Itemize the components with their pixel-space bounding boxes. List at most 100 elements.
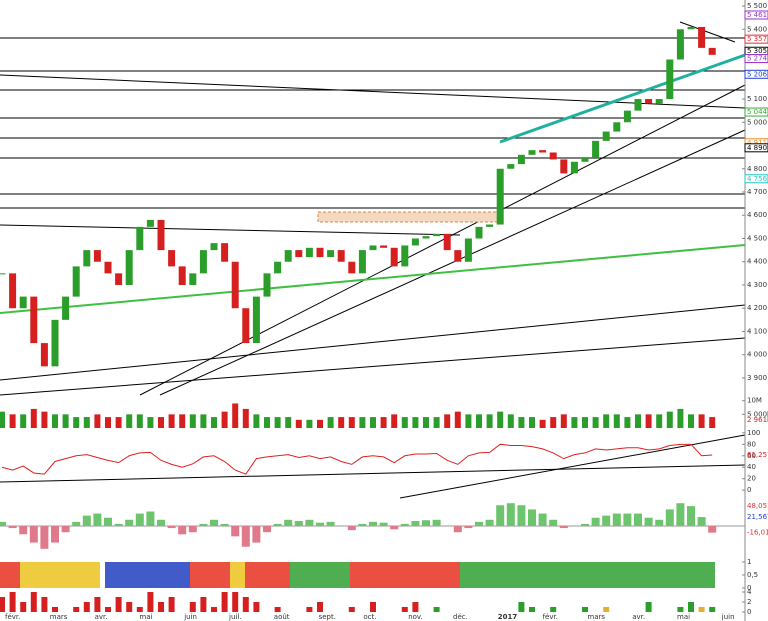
macd-bar [220,523,229,526]
signal-bar [105,607,111,612]
candle [125,250,133,285]
candle [115,273,123,285]
regime [290,562,350,588]
candle [178,266,186,285]
macd-bar [51,526,59,543]
volume-bar [624,417,631,428]
y-tick-label: 4 300 [747,281,767,289]
x-tick-label: 2017 [498,613,518,621]
candle [136,226,144,251]
candle [570,161,578,174]
y-tick-label: 2 [747,598,751,606]
volume-bar [52,414,58,428]
x-tick-label: juin [183,613,197,621]
volume-bar [62,414,69,428]
candle [401,245,409,267]
macd-bar [591,517,600,526]
volume-bar [688,414,694,428]
volume-bar [582,417,588,428]
macd-bar [199,523,208,526]
signal-bar [709,607,716,612]
signal-bar [30,592,37,612]
macd-bar [612,513,621,526]
macd-bar [581,523,589,526]
macd-bar [29,526,38,543]
price-tag: 4 756,9 [747,175,768,183]
volume-bar [232,403,239,428]
signal-bar [211,607,217,612]
signal-bar [126,602,133,612]
macd-bar [305,519,314,526]
macd-bar [411,521,420,526]
candle [189,273,197,285]
signal-bar [20,602,27,612]
volume-bar [200,414,207,428]
signal-bar [94,597,101,612]
signal-bar [115,597,122,612]
y-tick-label: 5 500 [747,2,767,10]
volume-bar [189,414,196,428]
volume-bar [242,408,249,428]
x-tick-label: févr. [5,613,20,621]
y-tick-label: 20 [747,475,756,483]
volume-bar [444,414,451,428]
macd-bar [379,522,388,526]
macd-bar [496,505,505,526]
volume-bar [539,419,546,428]
x-tick-label: oct. [363,613,376,621]
volume-bar [126,414,133,428]
volume-bar [147,417,154,428]
macd-bar [167,526,176,529]
signal-bar [158,602,164,612]
y-tick-label: 4 000 [747,351,767,359]
price-tag-box [744,10,768,20]
candle [539,150,547,153]
volume-bar [698,414,705,428]
price-tag-box [744,34,768,44]
macd-bar [644,517,653,526]
signal-bar [582,607,588,612]
macd-bar [252,526,261,543]
volume-bar [412,417,419,428]
macd-tag: -16,014 [747,529,768,537]
candle [337,250,345,262]
y-tick-label: 4 400 [747,258,767,266]
volume-bar [645,414,652,428]
y-tick-label: 0 [747,584,751,592]
candle [623,110,631,123]
volume-bar [136,414,143,428]
signal-bar [317,602,323,612]
regime [105,562,190,588]
y-tick-label: 10M [747,397,762,405]
signal-bar [518,602,525,612]
macd-bar [8,526,17,529]
signal-bar [221,592,228,612]
candle [687,26,695,30]
macd-bar [72,521,81,526]
signal-bar [168,597,175,612]
candle [93,250,101,262]
trend-lines [0,21,746,499]
macd-bar [390,526,399,530]
macd-bar [517,505,526,526]
signal-bar [232,592,239,612]
zone [317,211,504,223]
regime [230,562,245,588]
candle [358,250,366,274]
volume-bar [529,417,535,428]
macd-bar [475,521,483,526]
candle [9,273,17,309]
macd-bar [623,513,632,526]
candle [708,47,716,55]
volume-bar [709,417,716,428]
x-tick-label: avr. [632,613,645,621]
volume-bar [476,414,482,428]
volume-bar [635,414,641,428]
macd-bar [697,517,706,526]
x-tick-label: déc. [453,613,468,621]
x-tick-label: sept. [319,613,336,621]
signal-bar [200,597,207,612]
macd-bar [559,526,568,529]
volume-bar [115,417,122,428]
signal-bar [550,607,557,612]
